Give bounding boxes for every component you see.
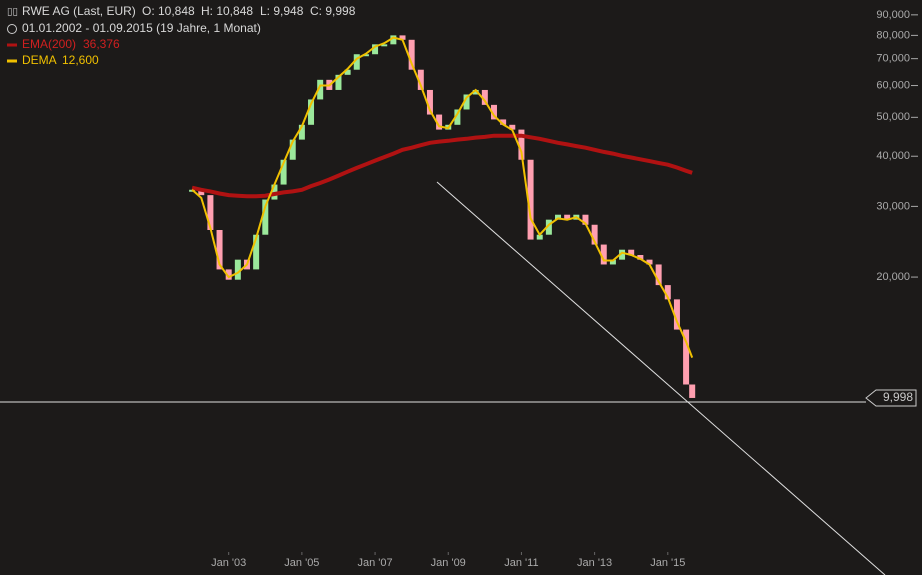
y-tick-label: 50,000 [876, 111, 910, 123]
candle [673, 299, 680, 330]
candle [454, 109, 461, 125]
candle [545, 219, 552, 235]
ohlc-high: H: 10,848 [201, 4, 253, 18]
candle [408, 39, 415, 70]
price-tag-box [865, 389, 917, 407]
candle [198, 189, 205, 196]
legend-value: 36,376 [83, 37, 120, 51]
x-tick-label: Jan '05 [284, 557, 319, 569]
candle [308, 99, 315, 125]
y-tick-label: 20,000 [876, 271, 910, 283]
legend-label: DEMA [22, 53, 57, 67]
candle [609, 259, 616, 265]
candle [591, 224, 598, 245]
candle [225, 269, 232, 280]
candle [600, 244, 607, 265]
candle [490, 104, 497, 120]
y-tick-label: 30,000 [876, 200, 910, 212]
candle [555, 214, 562, 220]
candle [500, 119, 507, 125]
candle [582, 214, 589, 225]
candle [481, 89, 488, 105]
candle [527, 159, 534, 240]
candle [390, 35, 397, 45]
x-tick-label: Jan '09 [431, 557, 466, 569]
y-tick-label: 70,000 [876, 53, 910, 65]
line-series [191, 36, 694, 358]
candle [298, 124, 305, 140]
header: ▯▯ RWE AG (Last, EUR) O: 10,848 H: 10,84… [7, 4, 356, 35]
y-tick-label: 40,000 [876, 150, 910, 162]
candle [664, 285, 671, 300]
clock-icon [7, 24, 17, 34]
candle [472, 89, 479, 95]
x-tick-label: Jan '13 [577, 557, 612, 569]
y-tick-label: 90,000 [876, 9, 910, 21]
legend-value: 12,600 [62, 53, 99, 67]
x-tick-label: Jan '11 [504, 557, 538, 569]
candle [417, 69, 424, 90]
candle [362, 54, 369, 57]
candle [372, 44, 379, 55]
candle [253, 234, 260, 270]
candle [436, 114, 443, 130]
chart-title: RWE AG (Last, EUR) [22, 4, 136, 18]
candle [207, 195, 214, 230]
x-tick-label: Jan '03 [211, 557, 246, 569]
y-tick-label: 80,000 [876, 29, 910, 41]
candle [564, 214, 571, 220]
candle [353, 54, 360, 70]
candle [509, 124, 516, 130]
candle [262, 199, 269, 235]
candle [637, 254, 644, 260]
candle [216, 229, 223, 270]
candle [381, 44, 388, 47]
subtitle: 01.01.2002 - 01.09.2015 (19 Jahre, 1 Mon… [22, 21, 261, 35]
candle [463, 94, 470, 110]
ohlc-open: O: 10,848 [142, 4, 195, 18]
ohlc-close: C: 9,998 [310, 4, 356, 18]
candle [646, 259, 653, 265]
candle [399, 35, 406, 40]
price-tag: 9,998 [883, 390, 913, 404]
candle [518, 129, 525, 160]
candle [628, 249, 635, 255]
candle [426, 89, 433, 115]
candle [280, 159, 287, 185]
line-series [191, 133, 693, 199]
ohlc-low: L: 9,948 [260, 4, 304, 18]
candle [289, 139, 296, 160]
candle [683, 329, 690, 385]
trend-line [436, 181, 886, 575]
candle [536, 234, 543, 240]
y-tick-label: 60,000 [876, 79, 910, 91]
candle [344, 69, 351, 75]
candle [234, 259, 241, 280]
candle [689, 384, 696, 398]
candle [619, 249, 626, 260]
candle [335, 74, 342, 90]
x-tick-label: Jan '15 [650, 557, 685, 569]
x-tick-label: Jan '07 [357, 557, 392, 569]
candle [317, 79, 324, 100]
candle [655, 264, 662, 286]
chart-icon: ▯▯ [7, 7, 18, 18]
legend-label: EMA(200) [22, 37, 76, 51]
